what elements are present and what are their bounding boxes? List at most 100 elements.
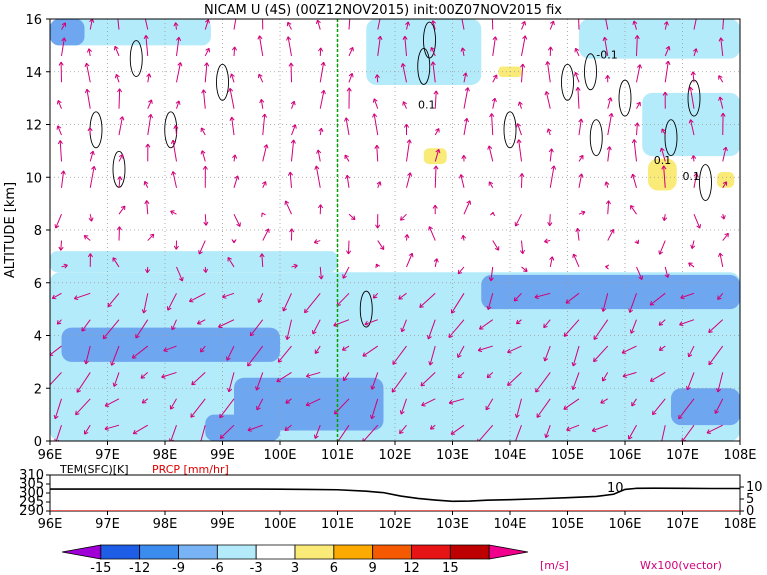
wind-vector xyxy=(132,424,149,435)
wind-vector xyxy=(57,140,63,162)
vector-shaft xyxy=(607,97,612,109)
vector-shaft xyxy=(204,48,210,57)
vector-head xyxy=(249,331,255,337)
wind-vector xyxy=(486,372,494,379)
vector-head xyxy=(120,205,126,211)
vector-head xyxy=(191,380,196,386)
wind-vector xyxy=(89,150,95,162)
vector-shaft xyxy=(60,240,62,251)
wind-vector xyxy=(227,372,235,393)
vector-shaft xyxy=(521,266,528,272)
vector-shaft xyxy=(204,62,208,83)
wind-vector xyxy=(491,97,497,109)
x-tick-label: 103E xyxy=(436,517,469,532)
vector-shaft xyxy=(376,145,379,162)
vector-shaft xyxy=(347,240,350,255)
vector-head xyxy=(485,405,490,411)
vector-head xyxy=(606,146,612,151)
vector-head xyxy=(51,294,57,300)
wind-vector xyxy=(196,319,206,325)
vector-shaft xyxy=(256,372,264,391)
x-tick-label: 100E xyxy=(263,448,296,463)
shade-region xyxy=(205,414,280,441)
vector-shaft xyxy=(430,424,436,430)
wind-vector xyxy=(226,345,235,361)
vector-head xyxy=(407,172,413,177)
vector-shaft xyxy=(222,292,235,298)
wind-vector xyxy=(463,87,470,109)
x-tick-label: 99E xyxy=(210,448,235,463)
x-tick-label: 102E xyxy=(378,448,411,463)
vector-head xyxy=(466,200,472,205)
vector-head xyxy=(428,361,434,366)
y-tick-label: 6 xyxy=(34,277,42,292)
colorbar-label: -3 xyxy=(250,561,263,575)
wind-vector xyxy=(544,91,551,109)
vector-shaft xyxy=(718,75,724,83)
vector-shaft xyxy=(492,98,496,109)
vector-head xyxy=(376,181,382,186)
vector-shaft xyxy=(427,319,436,340)
vector-shaft xyxy=(516,319,522,325)
wind-vector xyxy=(622,371,637,379)
x-tick-label: 96E xyxy=(38,448,63,463)
vector-shaft xyxy=(572,372,580,390)
vector-shaft xyxy=(74,292,91,300)
colorbar-label: -12 xyxy=(129,561,150,575)
vector-shaft xyxy=(204,19,209,30)
vector-shaft xyxy=(432,20,436,30)
wind-vector xyxy=(60,170,66,188)
vector-shaft xyxy=(118,116,123,136)
vector-head xyxy=(362,438,367,441)
vector-shaft xyxy=(57,125,62,136)
wind-vector xyxy=(319,89,326,109)
wind-vector xyxy=(257,73,264,83)
vector-head xyxy=(169,438,174,441)
x-tick-label: 106E xyxy=(608,448,641,463)
vector-shaft xyxy=(89,214,93,222)
x-tick-label: 101E xyxy=(321,517,354,532)
left-tick-label: 290 xyxy=(19,504,44,519)
vector-shaft xyxy=(621,345,637,354)
vector-shaft xyxy=(457,372,465,379)
vector-head xyxy=(375,263,381,269)
wind-vector xyxy=(457,372,465,379)
wind-vector xyxy=(485,398,494,411)
vector-shaft xyxy=(460,174,465,188)
vector-head xyxy=(716,388,722,393)
vector-shaft xyxy=(681,424,695,441)
wind-vector xyxy=(163,345,177,353)
vector-head xyxy=(460,47,466,52)
vector-shaft xyxy=(57,100,62,109)
vector-shaft xyxy=(706,424,723,434)
vector-shaft xyxy=(161,371,177,378)
vector-head xyxy=(519,249,526,255)
vector-head xyxy=(286,36,292,41)
vector-head xyxy=(708,360,713,366)
vector-head xyxy=(203,221,209,226)
vector-shaft xyxy=(373,98,379,109)
vector-head xyxy=(523,267,528,272)
vector-shaft xyxy=(175,22,177,30)
wind-vector xyxy=(314,165,321,188)
vector-shaft xyxy=(549,20,555,30)
vector-head xyxy=(605,264,610,270)
wind-vector xyxy=(563,319,580,337)
wind-vector xyxy=(601,293,609,312)
shade-region xyxy=(671,388,740,426)
wind-vector xyxy=(141,398,149,404)
vector-head xyxy=(720,112,726,117)
wind-vector xyxy=(621,345,637,354)
wind-vector xyxy=(722,146,728,162)
wind-vector xyxy=(706,424,723,434)
vector-shaft xyxy=(575,48,580,57)
vector-head xyxy=(543,356,549,362)
vector-shaft xyxy=(304,292,321,314)
vector-shaft xyxy=(229,88,235,109)
vector-head xyxy=(372,98,378,103)
vector-head xyxy=(433,258,439,263)
vector-shaft xyxy=(261,253,264,267)
vector-shaft xyxy=(284,424,292,431)
vector-shaft xyxy=(406,172,411,188)
